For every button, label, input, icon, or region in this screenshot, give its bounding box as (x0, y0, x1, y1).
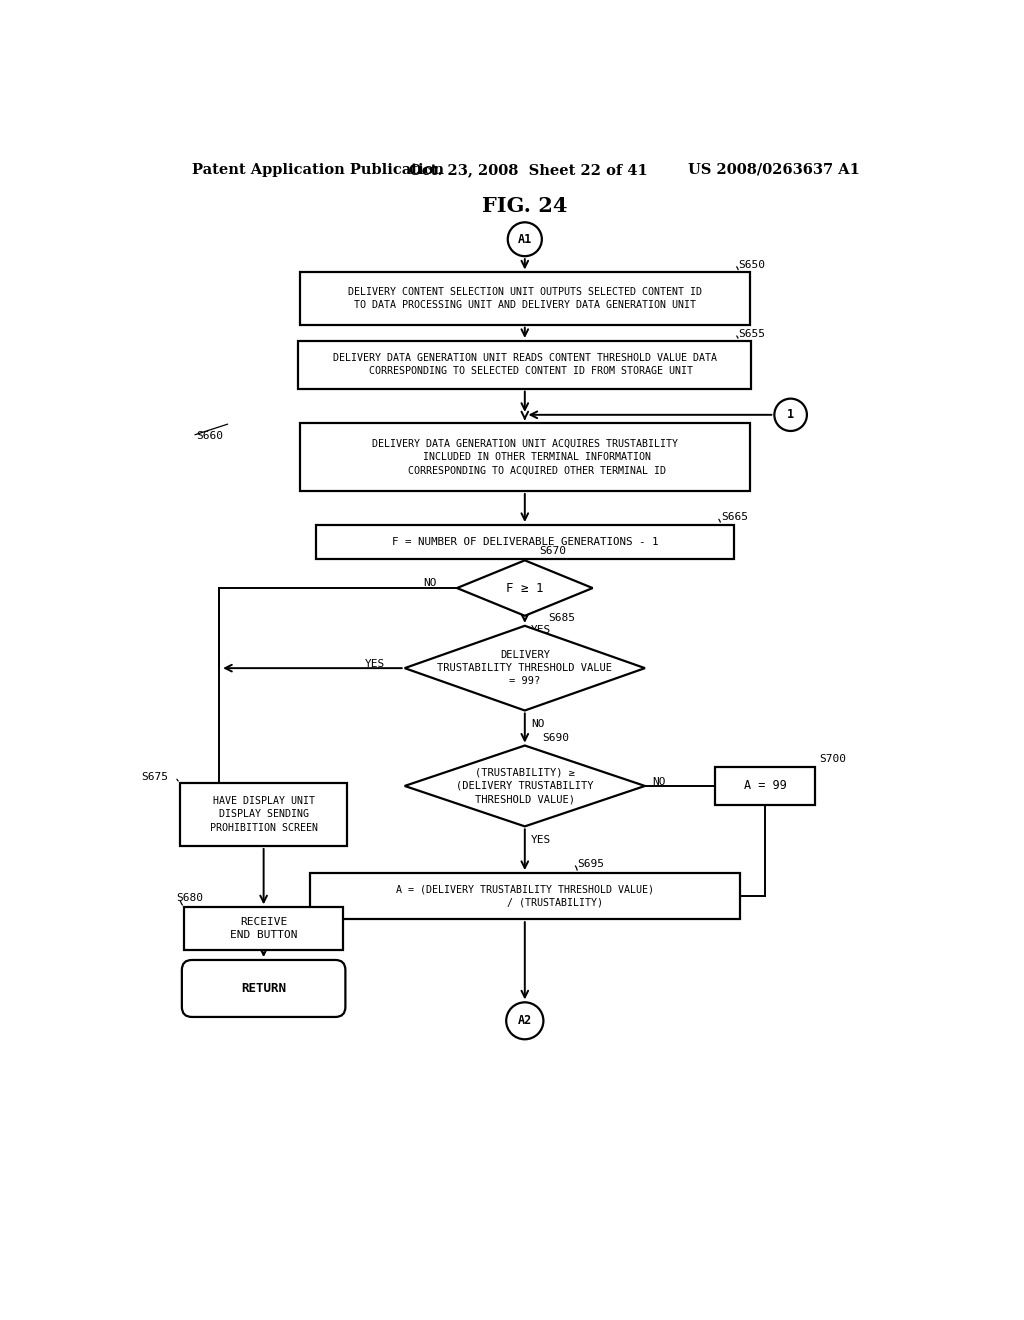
Text: NO: NO (531, 719, 545, 730)
Circle shape (774, 399, 807, 432)
Text: S700: S700 (819, 754, 846, 764)
Text: F = NUMBER OF DELIVERABLE GENERATIONS - 1: F = NUMBER OF DELIVERABLE GENERATIONS - … (391, 537, 658, 546)
Text: DELIVERY CONTENT SELECTION UNIT OUTPUTS SELECTED CONTENT ID
TO DATA PROCESSING U: DELIVERY CONTENT SELECTION UNIT OUTPUTS … (348, 286, 701, 310)
Text: S680: S680 (176, 894, 204, 903)
Text: DELIVERY DATA GENERATION UNIT ACQUIRES TRUSTABILITY
    INCLUDED IN OTHER TERMIN: DELIVERY DATA GENERATION UNIT ACQUIRES T… (372, 440, 678, 475)
Text: Oct. 23, 2008  Sheet 22 of 41: Oct. 23, 2008 Sheet 22 of 41 (409, 162, 647, 177)
Text: US 2008/0263637 A1: US 2008/0263637 A1 (687, 162, 859, 177)
Text: S670: S670 (539, 546, 565, 556)
Text: DELIVERY DATA GENERATION UNIT READS CONTENT THRESHOLD VALUE DATA
  CORRESPONDING: DELIVERY DATA GENERATION UNIT READS CONT… (333, 354, 717, 376)
Text: S660: S660 (197, 430, 223, 441)
Text: DELIVERY
TRUSTABILITY THRESHOLD VALUE
= 99?: DELIVERY TRUSTABILITY THRESHOLD VALUE = … (437, 649, 612, 686)
Text: NO: NO (423, 578, 436, 589)
FancyBboxPatch shape (298, 341, 752, 388)
Text: A2: A2 (518, 1014, 531, 1027)
Text: F ≥ 1: F ≥ 1 (506, 582, 544, 594)
Circle shape (506, 1002, 544, 1039)
Text: S695: S695 (578, 859, 604, 869)
Text: 1: 1 (787, 408, 795, 421)
Text: S650: S650 (738, 260, 766, 269)
FancyBboxPatch shape (180, 783, 347, 846)
Text: (TRUSTABILITY) ≥
(DELIVERY TRUSTABILITY
THRESHOLD VALUE): (TRUSTABILITY) ≥ (DELIVERY TRUSTABILITY … (456, 768, 594, 804)
Text: YES: YES (365, 659, 385, 669)
Text: RETURN: RETURN (241, 982, 286, 995)
FancyBboxPatch shape (300, 272, 750, 325)
Polygon shape (404, 746, 645, 826)
FancyBboxPatch shape (184, 907, 343, 949)
Text: S675: S675 (141, 772, 169, 781)
Polygon shape (404, 626, 645, 710)
Text: NO: NO (652, 777, 667, 787)
Text: S685: S685 (548, 612, 575, 623)
Text: S665: S665 (721, 512, 748, 523)
FancyBboxPatch shape (300, 424, 750, 491)
Text: RECEIVE
END BUTTON: RECEIVE END BUTTON (229, 917, 297, 940)
Text: S690: S690 (542, 733, 569, 743)
Text: A = (DELIVERY TRUSTABILITY THRESHOLD VALUE)
          / (TRUSTABILITY): A = (DELIVERY TRUSTABILITY THRESHOLD VAL… (396, 884, 653, 908)
FancyBboxPatch shape (309, 873, 740, 919)
Text: A1: A1 (518, 232, 531, 246)
Text: A = 99: A = 99 (743, 779, 786, 792)
FancyBboxPatch shape (182, 960, 345, 1016)
Text: YES: YES (531, 836, 551, 845)
FancyBboxPatch shape (716, 767, 815, 805)
Text: S655: S655 (738, 329, 766, 339)
Text: HAVE DISPLAY UNIT
DISPLAY SENDING
PROHIBITION SCREEN: HAVE DISPLAY UNIT DISPLAY SENDING PROHIB… (210, 796, 317, 833)
Circle shape (508, 222, 542, 256)
Text: Patent Application Publication: Patent Application Publication (191, 162, 443, 177)
Text: YES: YES (531, 624, 551, 635)
FancyBboxPatch shape (315, 525, 734, 558)
Text: FIG. 24: FIG. 24 (482, 197, 567, 216)
Polygon shape (457, 561, 593, 616)
